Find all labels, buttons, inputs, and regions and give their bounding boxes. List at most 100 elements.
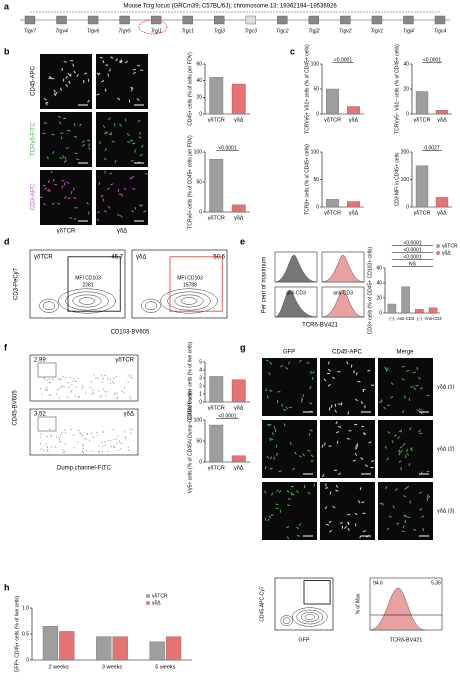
- cell-speck: [347, 513, 351, 516]
- cell-speck: [130, 159, 134, 162]
- cell-speck: [336, 440, 339, 444]
- flow-plot: [29, 249, 126, 319]
- cell-speck: [63, 196, 67, 199]
- gene-label: Trgv6: [87, 28, 100, 34]
- histogram: [321, 289, 365, 318]
- cell-speck: [73, 123, 76, 127]
- event: [63, 429, 66, 431]
- cell-speck: [136, 98, 140, 102]
- event: [125, 438, 127, 440]
- panel-label: a: [4, 1, 10, 11]
- event: [129, 376, 131, 378]
- cell-speck: [422, 527, 425, 532]
- micrograph: [262, 358, 317, 416]
- label: CD45-BV605: [13, 390, 19, 426]
- event: [83, 438, 86, 440]
- bar: [59, 631, 75, 661]
- panel-label: c: [290, 46, 295, 56]
- bar: [415, 165, 429, 208]
- event: [62, 375, 64, 377]
- contour: [145, 301, 157, 311]
- cell-speck: [347, 411, 350, 415]
- cell-speck: [57, 202, 61, 205]
- bar: [326, 199, 339, 208]
- event: [130, 374, 132, 376]
- cell-speck: [42, 202, 46, 206]
- bar: [231, 83, 246, 115]
- contour: [43, 301, 55, 311]
- y-tick-label: 0: [199, 399, 202, 405]
- cell-speck: [301, 397, 304, 401]
- cell-speck: [306, 362, 310, 364]
- event: [43, 449, 45, 451]
- event: [73, 377, 75, 380]
- cell-speck: [115, 58, 119, 62]
- cell-speck: [130, 139, 134, 142]
- event: [121, 442, 123, 445]
- event: [50, 393, 52, 396]
- event: [63, 386, 65, 388]
- cell-speck: [367, 369, 371, 372]
- cell-speck: [426, 494, 429, 498]
- cell-speck: [66, 181, 70, 184]
- event: [48, 394, 50, 396]
- cell-speck: [137, 64, 141, 67]
- cell-speck: [287, 361, 291, 365]
- x-tick-label: γδΔ: [234, 117, 244, 123]
- event: [117, 435, 119, 437]
- label: γδTCR: [34, 255, 53, 261]
- event: [82, 387, 84, 389]
- cell-speck: [141, 144, 144, 148]
- contour: [141, 298, 161, 313]
- cell-speck: [400, 449, 403, 453]
- cell-speck: [124, 60, 128, 64]
- cell-speck: [263, 490, 267, 494]
- label: γδTCR: [115, 358, 134, 364]
- gene-label: Trgc3: [245, 28, 258, 34]
- y-axis-label: TCRVγ5− Vδ1− cells (% of CD45+ cells): [394, 44, 400, 134]
- cell-speck: [344, 526, 347, 529]
- event: [77, 377, 79, 379]
- histogram: [321, 254, 365, 283]
- label: TCRδ-BV421: [302, 323, 338, 329]
- cell-speck: [364, 464, 368, 467]
- event: [102, 388, 104, 390]
- cell-speck: [53, 89, 56, 93]
- y-tick-label: 100: [194, 149, 203, 155]
- gene-box: [24, 15, 36, 25]
- cell-speck: [390, 382, 394, 386]
- cell-speck: [61, 185, 64, 189]
- cell-speck: [110, 56, 114, 59]
- event: [98, 450, 100, 453]
- gene-box: [277, 15, 288, 25]
- cell-speck: [323, 378, 327, 382]
- cell-speck: [289, 441, 292, 446]
- event: [60, 385, 63, 388]
- gate: [37, 416, 57, 432]
- event: [114, 393, 116, 395]
- x-tick-label: (–): [417, 316, 423, 321]
- panel-label: e: [240, 236, 245, 246]
- gene-label: Trgv2: [339, 28, 352, 34]
- cell-speck: [386, 367, 389, 371]
- cell-speck: [311, 371, 315, 374]
- event: [55, 393, 58, 395]
- gene-box: [87, 15, 99, 25]
- bar: [209, 159, 224, 213]
- y-tick-label: 0: [406, 204, 409, 210]
- cell-speck: [394, 434, 398, 437]
- y-tick-label: 0: [316, 204, 319, 210]
- p-value: <0.0001: [423, 57, 441, 63]
- cell-speck: [116, 213, 121, 217]
- cell-speck: [371, 459, 375, 463]
- cell-speck: [108, 117, 111, 121]
- event: [96, 431, 98, 434]
- cell-speck: [65, 84, 69, 87]
- gene-label: Trgj2: [308, 28, 319, 34]
- legend-swatch: [436, 251, 440, 255]
- cell-speck: [268, 423, 272, 427]
- y-tick-label: 0.5: [22, 631, 29, 637]
- cell-speck: [99, 141, 101, 145]
- y-tick-label: 40: [403, 61, 409, 67]
- cell-speck: [290, 492, 293, 496]
